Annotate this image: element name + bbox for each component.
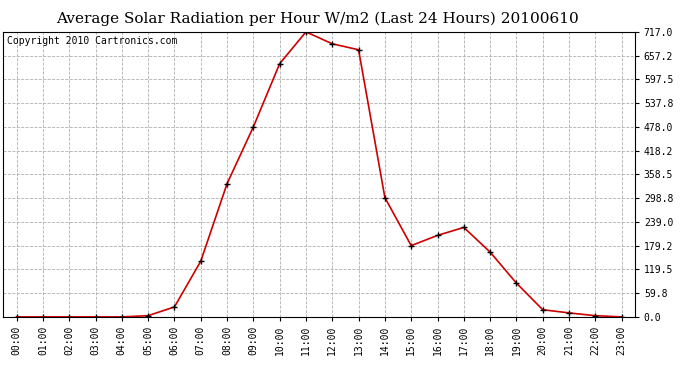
- Text: Average Solar Radiation per Hour W/m2 (Last 24 Hours) 20100610: Average Solar Radiation per Hour W/m2 (L…: [56, 11, 579, 26]
- Text: Copyright 2010 Cartronics.com: Copyright 2010 Cartronics.com: [7, 36, 177, 46]
